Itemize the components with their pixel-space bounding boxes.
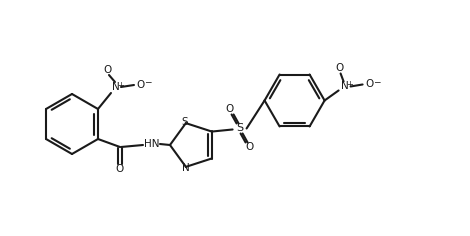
Text: +: +	[346, 80, 353, 89]
Text: HN: HN	[144, 139, 160, 149]
Text: O: O	[104, 65, 112, 75]
Text: S: S	[236, 123, 243, 134]
Text: −: −	[373, 77, 380, 86]
Text: −: −	[144, 77, 152, 87]
Text: O: O	[366, 80, 374, 89]
Text: S: S	[181, 117, 188, 127]
Text: O: O	[116, 164, 124, 174]
Text: O: O	[245, 143, 254, 152]
Text: O: O	[226, 105, 234, 114]
Text: N: N	[112, 82, 120, 92]
Text: O: O	[336, 63, 344, 73]
Text: N: N	[182, 163, 190, 173]
Text: +: +	[118, 80, 125, 89]
Text: N: N	[341, 81, 348, 92]
Text: O: O	[137, 80, 145, 90]
